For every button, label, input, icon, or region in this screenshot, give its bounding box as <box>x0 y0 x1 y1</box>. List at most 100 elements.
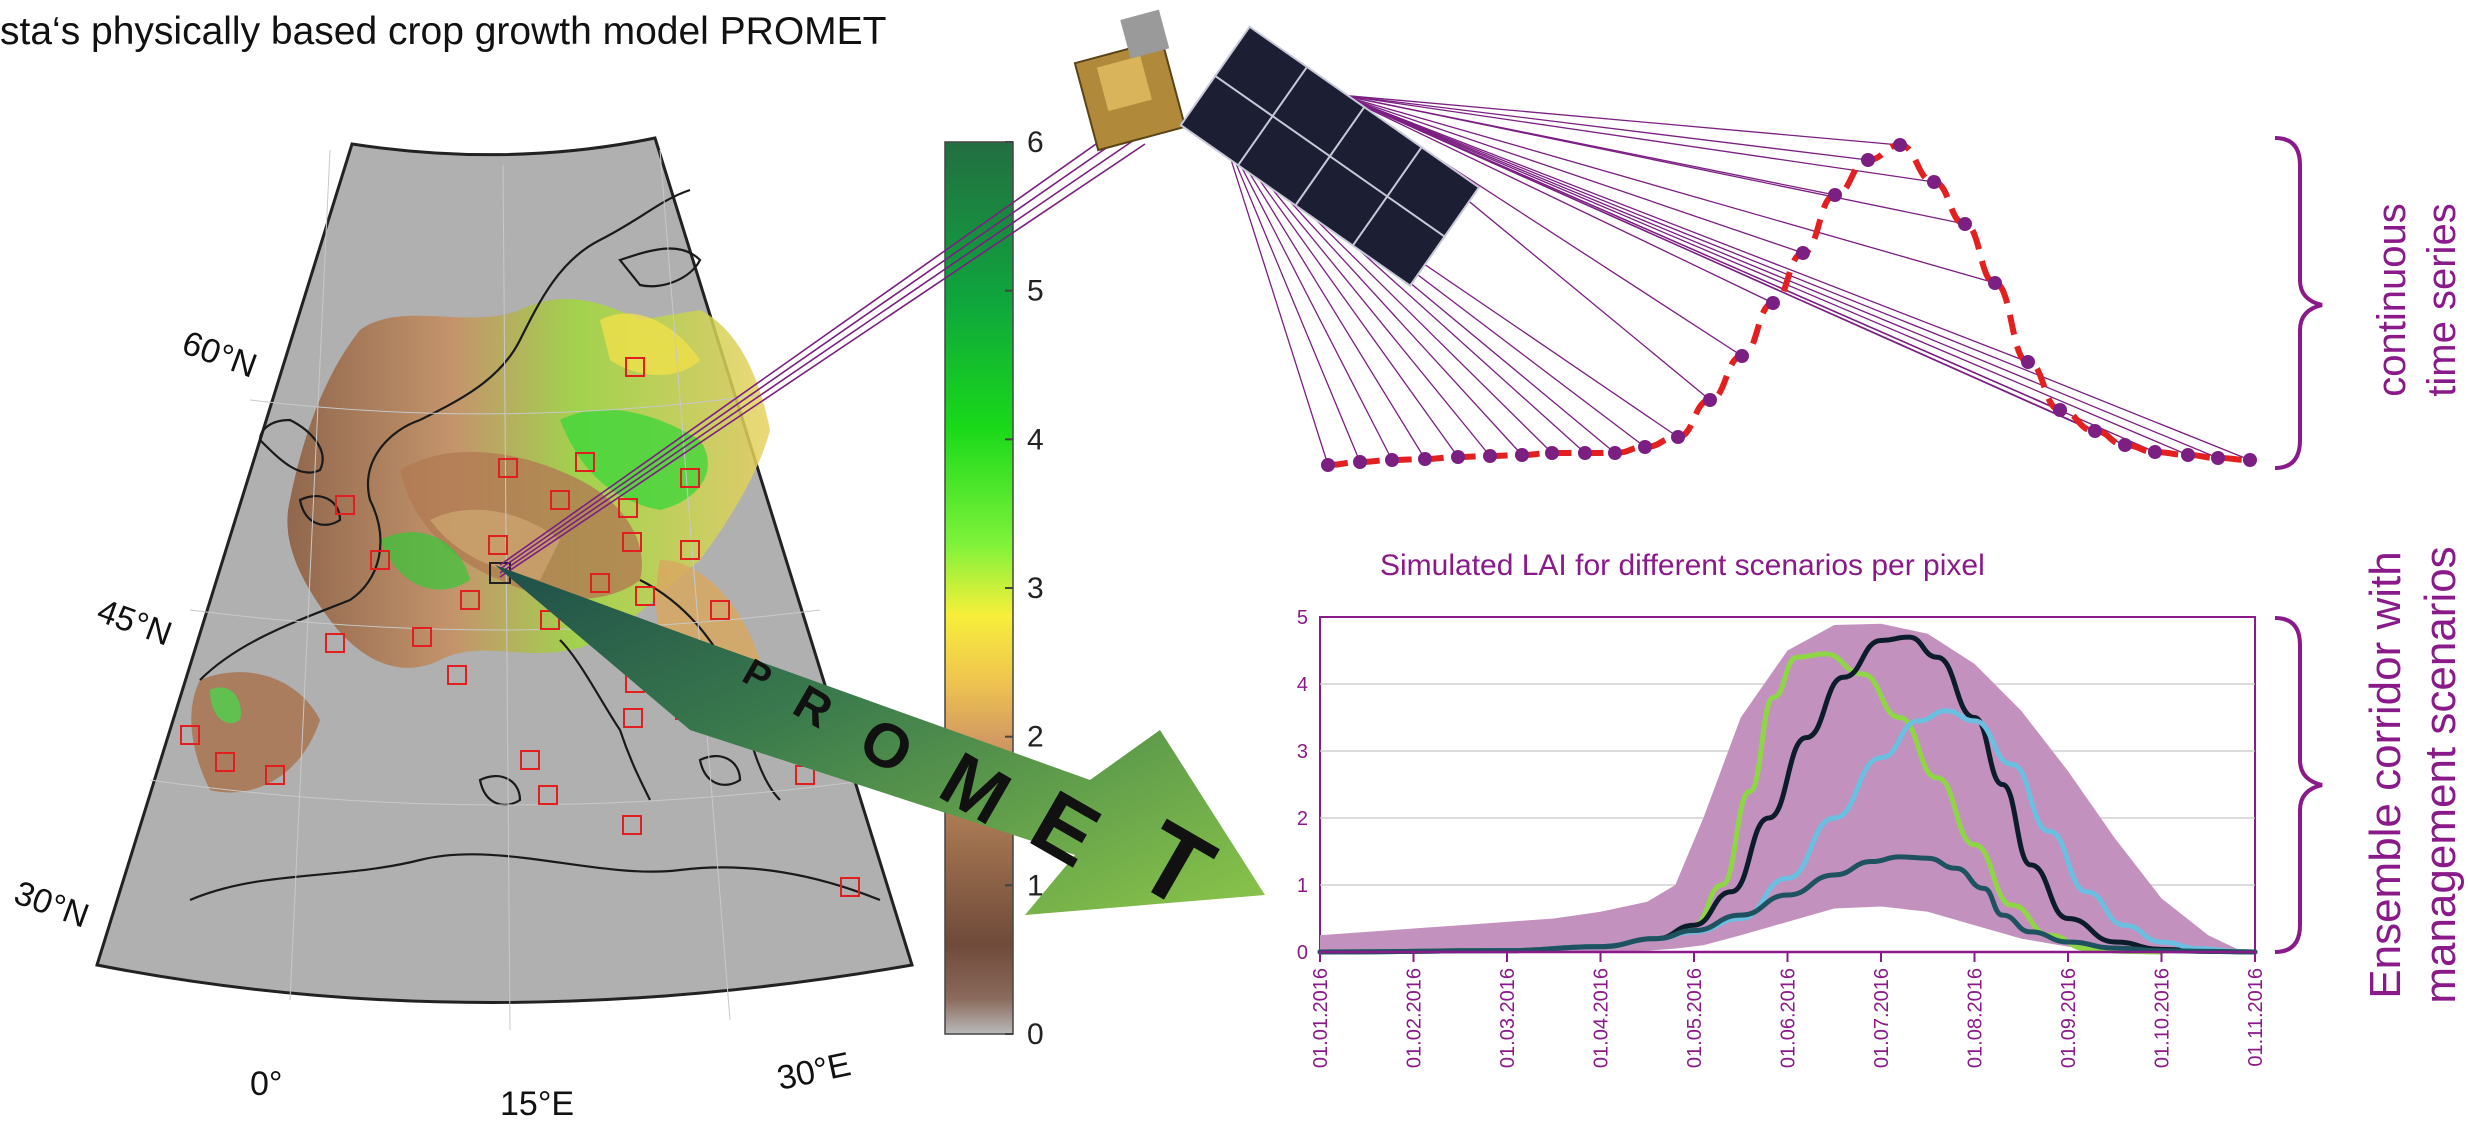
x-tick-label: 01.01.2016 <box>1310 968 1332 1068</box>
time-series-dot <box>2021 355 2035 369</box>
x-tick-label: 01.03.2016 <box>1497 968 1519 1068</box>
y-tick-label: 4 <box>1297 674 1308 696</box>
series-line <box>1317 854 2258 955</box>
time-series-dot <box>2088 424 2102 438</box>
satellite-icon <box>1073 9 1481 288</box>
ensemble-label-line2: management scenarios <box>2416 546 2465 1003</box>
time-series-dot <box>1988 276 2002 290</box>
time-series-dot <box>1385 453 1399 467</box>
site-marker <box>460 590 480 610</box>
satellite-view-line <box>1339 94 1996 284</box>
time-series-dot <box>1703 393 1717 407</box>
site-marker <box>622 532 642 552</box>
x-tick-label: 01.05.2016 <box>1684 968 1706 1068</box>
time-series-dot <box>1766 296 1780 310</box>
site-marker <box>498 458 518 478</box>
time-series-dot <box>1927 175 1941 189</box>
y-tick-label: 2 <box>1297 808 1308 830</box>
lon-label-30: 30°E <box>774 1045 854 1098</box>
site-marker <box>412 627 432 647</box>
x-tick-label: 01.08.2016 <box>1965 968 1987 1068</box>
pixel-link-line <box>499 127 1136 570</box>
time-series-dot <box>1418 452 1432 466</box>
time-series-dots <box>1321 138 2257 472</box>
site-marker <box>635 586 655 606</box>
x-tick-label: 01.11.2016 <box>2245 968 2267 1067</box>
pixel-link-line <box>499 143 1146 578</box>
colorbar-tick-label: 3 <box>1027 572 1044 605</box>
y-tick-label: 0 <box>1297 942 1308 964</box>
site-marker <box>180 725 200 745</box>
time-series-dot <box>1483 449 1497 463</box>
ensemble-label-line1: Ensemble corridor with <box>2361 551 2410 999</box>
satellite-view-line <box>1339 94 1804 254</box>
time-series-dot <box>1451 450 1465 464</box>
satellite-view-line <box>1339 94 1935 183</box>
time-series-label-line2: time series <box>2420 203 2464 396</box>
lat-label-60: 60°N <box>177 324 261 386</box>
site-marker <box>215 752 235 772</box>
site-markers <box>180 357 860 897</box>
time-series-dot <box>2211 451 2225 465</box>
colorbar-gradient <box>944 141 1014 1035</box>
satellite-view-line <box>1339 94 1966 225</box>
colorbar: 6 5 4 3 2 1 0 <box>944 126 1044 1051</box>
time-series-label-line1: continuous <box>2370 203 2414 396</box>
satellite-view-line <box>1219 124 1361 463</box>
time-series-dot <box>1735 349 1749 363</box>
satellite-view-line <box>1219 124 1329 466</box>
colorbar-tick-label: 4 <box>1027 423 1044 456</box>
time-series-dot <box>1515 448 1529 462</box>
site-marker <box>710 600 730 620</box>
lat-label-45: 45°N <box>92 592 176 654</box>
lat-label-30: 30°N <box>9 874 93 936</box>
time-series-dot <box>1638 440 1652 454</box>
colorbar-tick-label: 1 <box>1027 869 1044 902</box>
site-marker <box>488 535 508 555</box>
time-series <box>1321 138 2257 472</box>
colorbar-tick-label: 6 <box>1027 126 1044 159</box>
pixel-link-line <box>499 135 1141 574</box>
page-title: sta‘s physically based crop growth model… <box>0 10 887 53</box>
time-series-dot <box>2181 448 2195 462</box>
colorbar-tick-label: 5 <box>1027 275 1044 308</box>
time-series-dot <box>1321 458 1335 472</box>
satellite-view-line <box>1339 94 2126 446</box>
time-series-dot <box>1545 446 1559 460</box>
site-marker <box>335 495 355 515</box>
time-series-dot <box>1578 446 1592 460</box>
site-marker <box>622 815 642 835</box>
x-tick-label: 01.04.2016 <box>1591 968 1613 1068</box>
site-marker <box>265 765 285 785</box>
site-marker <box>520 750 540 770</box>
x-tick-label: 01.09.2016 <box>2058 968 2080 1068</box>
time-series-dot <box>1893 138 1907 152</box>
site-marker <box>625 357 645 377</box>
site-marker <box>590 573 610 593</box>
time-series-dot <box>1861 153 1875 167</box>
pixel-link-line <box>499 119 1131 566</box>
satellite-view-line <box>1339 94 2219 459</box>
time-series-dot <box>2053 403 2067 417</box>
satellite-view-line <box>1339 94 2156 453</box>
satellite-view-line <box>1339 94 1869 161</box>
time-series-dot <box>1828 188 1842 202</box>
y-tick-label: 3 <box>1297 741 1308 763</box>
site-marker <box>575 452 595 472</box>
colorbar-ticks: 6 5 4 3 2 1 0 <box>1005 126 1044 1051</box>
site-marker <box>680 540 700 560</box>
time-series-dot <box>1671 430 1685 444</box>
satellite-view-line <box>1339 94 2029 363</box>
satellite-view-line <box>1339 94 2189 456</box>
time-series-dot <box>2243 453 2257 467</box>
europe-map <box>95 136 914 1031</box>
site-marker <box>840 877 860 897</box>
satellite-view-line <box>1219 124 1393 461</box>
site-marker <box>618 498 638 518</box>
time-series-dot <box>2118 438 2132 452</box>
satellite-view-line <box>1339 94 1901 146</box>
x-tick-label: 01.06.2016 <box>1778 968 1800 1068</box>
x-tick-label: 01.02.2016 <box>1404 968 1426 1068</box>
time-series-dot <box>1353 455 1367 469</box>
time-series-dot <box>2148 445 2162 459</box>
